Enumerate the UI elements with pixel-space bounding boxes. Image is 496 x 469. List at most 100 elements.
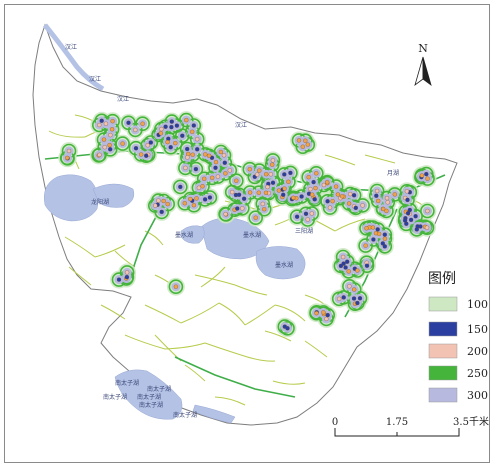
facility-point <box>159 126 164 132</box>
legend-title: 图例 <box>428 271 456 287</box>
legend-label-250: 250 <box>467 367 488 380</box>
facility-point <box>178 184 183 190</box>
map-frame: 汉江 汉江 汉江 汉江 月湖 龙阳湖 墨水湖 墨水湖 墨水湖 三阳湖 南太子湖 … <box>4 4 490 463</box>
facility-point <box>262 207 267 212</box>
facility-point <box>364 263 370 268</box>
facility-point <box>404 189 410 194</box>
facility-point <box>306 175 311 180</box>
facility-point <box>247 167 252 172</box>
facility-point <box>107 142 112 148</box>
facility-point <box>66 148 72 154</box>
facility-point <box>340 194 345 199</box>
facility-point <box>97 152 102 157</box>
scale-bar: 0 1.75 3.5千米 <box>332 415 489 437</box>
facility-point <box>202 176 207 181</box>
facility-point <box>191 203 197 208</box>
facility-point <box>270 158 276 163</box>
facility-point <box>413 214 418 219</box>
scale-tick-1: 1.75 <box>386 417 408 428</box>
facility-point <box>180 133 185 138</box>
facility-point <box>256 190 261 195</box>
facility-point <box>355 300 360 306</box>
facility-point <box>190 152 195 157</box>
north-arrow-right-half <box>422 56 432 87</box>
facility-points <box>65 117 430 331</box>
facility-point <box>425 176 430 181</box>
facility-point <box>110 119 115 124</box>
facility-point <box>102 145 107 150</box>
place-label-hanjiang-3: 汉江 <box>117 95 129 103</box>
facility-point <box>223 211 228 217</box>
facility-point <box>227 168 232 173</box>
facility-point <box>353 205 358 211</box>
facility-point <box>384 208 389 214</box>
facility-point <box>392 192 397 197</box>
place-label-yuehu: 月湖 <box>387 169 399 177</box>
place-label-hanjiang-1: 汉江 <box>65 43 77 51</box>
hanjiang-river <box>43 23 105 92</box>
place-label-longyang-lake: 龙阳湖 <box>91 198 109 206</box>
facility-point <box>340 254 346 260</box>
facility-point <box>169 124 174 130</box>
facility-point <box>314 311 319 316</box>
buffer-ring <box>121 115 136 131</box>
facility-point <box>371 237 376 242</box>
legend-swatch-200 <box>428 343 458 359</box>
facility-point <box>191 123 196 128</box>
facility-point <box>310 192 315 197</box>
place-label-nantaizi-5: 南太子湖 <box>139 401 163 409</box>
facility-point <box>335 192 341 197</box>
facility-point <box>184 117 189 123</box>
facility-point <box>195 147 200 152</box>
facility-point <box>325 180 330 185</box>
facility-point <box>133 127 138 133</box>
facility-point <box>223 171 228 176</box>
facility-point <box>404 221 409 226</box>
road-segment <box>100 304 126 320</box>
facility-point <box>296 138 302 143</box>
facility-point <box>240 206 245 211</box>
legend-swatch-250 <box>428 365 458 381</box>
facility-point <box>185 146 190 152</box>
facility-point <box>159 209 164 215</box>
facility-point <box>263 190 269 195</box>
facility-point <box>375 227 380 232</box>
place-label-nantaizi-2: 南太子湖 <box>147 385 171 393</box>
facility-point <box>202 197 208 202</box>
facility-point <box>161 198 166 204</box>
facility-point <box>194 196 199 201</box>
facility-point <box>235 206 240 211</box>
facility-point <box>276 188 282 193</box>
legend-swatch-150 <box>428 321 458 337</box>
road-segment <box>94 244 126 258</box>
facility-point <box>174 123 180 128</box>
road-segment <box>324 154 356 166</box>
facility-point <box>382 244 387 249</box>
facility-point <box>255 172 260 177</box>
facility-point <box>148 140 153 145</box>
road-segment <box>274 304 306 322</box>
buffer-ring <box>218 206 233 222</box>
facility-point <box>345 259 350 264</box>
place-label-hanjiang-2: 汉江 <box>89 75 101 83</box>
facility-point <box>343 265 348 270</box>
legend-swatch-100 <box>428 296 458 312</box>
facility-point <box>109 127 115 132</box>
facility-point <box>324 316 329 322</box>
facility-point <box>270 180 276 185</box>
facility-point <box>101 137 107 142</box>
facility-point <box>241 196 247 201</box>
facility-point <box>381 206 386 212</box>
facility-point <box>351 296 357 301</box>
road-segment <box>264 330 292 342</box>
road-segment <box>68 266 92 286</box>
facility-point <box>158 131 164 136</box>
facility-point <box>286 179 291 184</box>
facility-point <box>294 214 300 219</box>
facility-buffers <box>58 111 437 338</box>
facility-point <box>300 144 305 149</box>
facility-point <box>291 195 296 200</box>
facility-point <box>169 119 174 124</box>
facility-point <box>99 118 104 123</box>
facility-point <box>414 227 419 232</box>
